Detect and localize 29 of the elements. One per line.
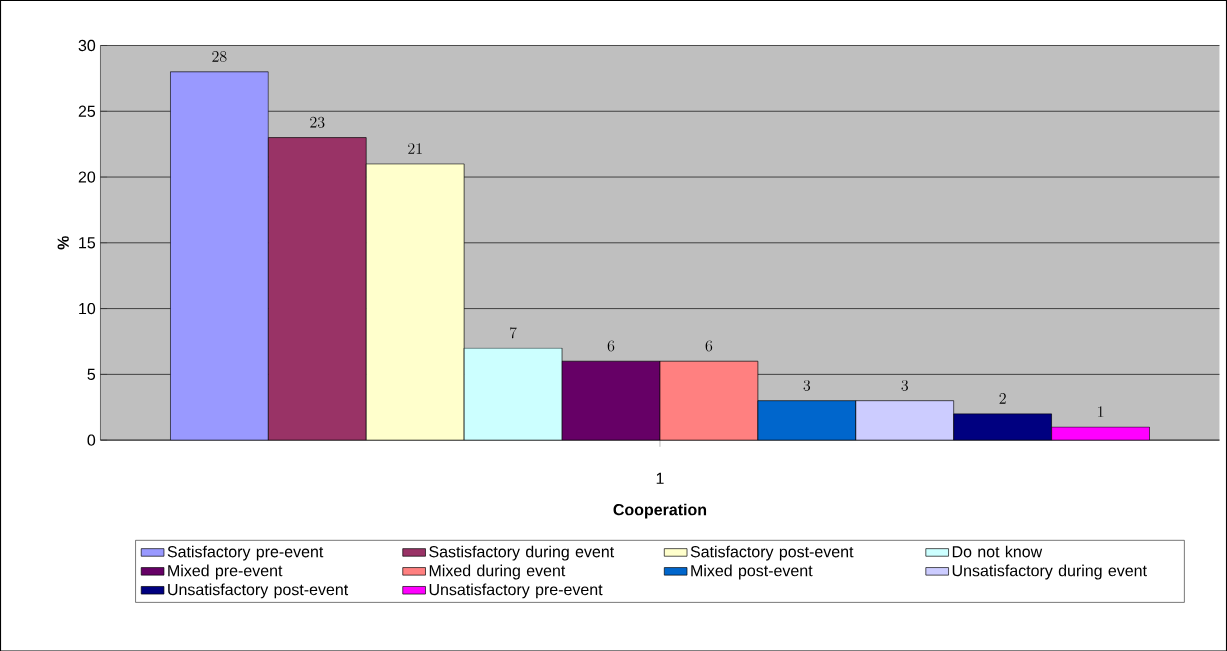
data-label: 2	[999, 392, 1006, 404]
data-label: 7	[510, 326, 517, 339]
y-axis-title: %	[57, 235, 69, 250]
data-label: 21	[408, 142, 422, 154]
legend-label: Unsatisfactory during event	[952, 564, 1147, 580]
legend-label: Mixed post-event	[691, 564, 813, 580]
y-tick-label: 10	[79, 302, 96, 314]
data-label: 1	[1098, 406, 1104, 417]
legend-label: Mixed pre-event	[168, 564, 283, 580]
x-axis-title: Cooperation	[613, 503, 707, 519]
data-label: 3	[901, 379, 908, 391]
y-tick-label: 25	[78, 105, 96, 117]
legend-label: Satisfactory pre-event	[167, 545, 324, 561]
legend-label: Unsatisfactory post-event	[168, 583, 349, 599]
data-label: 6	[705, 340, 713, 352]
legend-label: Satisfactory post-event	[690, 545, 854, 561]
legend-label: Mixed during event	[429, 564, 566, 580]
legend-label: Sastisfactory during event	[429, 545, 615, 561]
y-tick-label: 20	[78, 171, 96, 183]
data-label: 28	[212, 50, 227, 62]
data-label: 3	[803, 379, 811, 391]
legend-label: Unsatisfactory pre-event	[429, 583, 603, 599]
y-tick-label: 0	[87, 434, 96, 446]
y-tick-label: 5	[87, 368, 96, 380]
data-label: 6	[607, 340, 615, 352]
legend-label: Do not know	[952, 545, 1043, 558]
y-tick-label: 15	[79, 237, 96, 249]
y-tick-label: 30	[78, 39, 96, 51]
data-label: 23	[310, 116, 325, 128]
